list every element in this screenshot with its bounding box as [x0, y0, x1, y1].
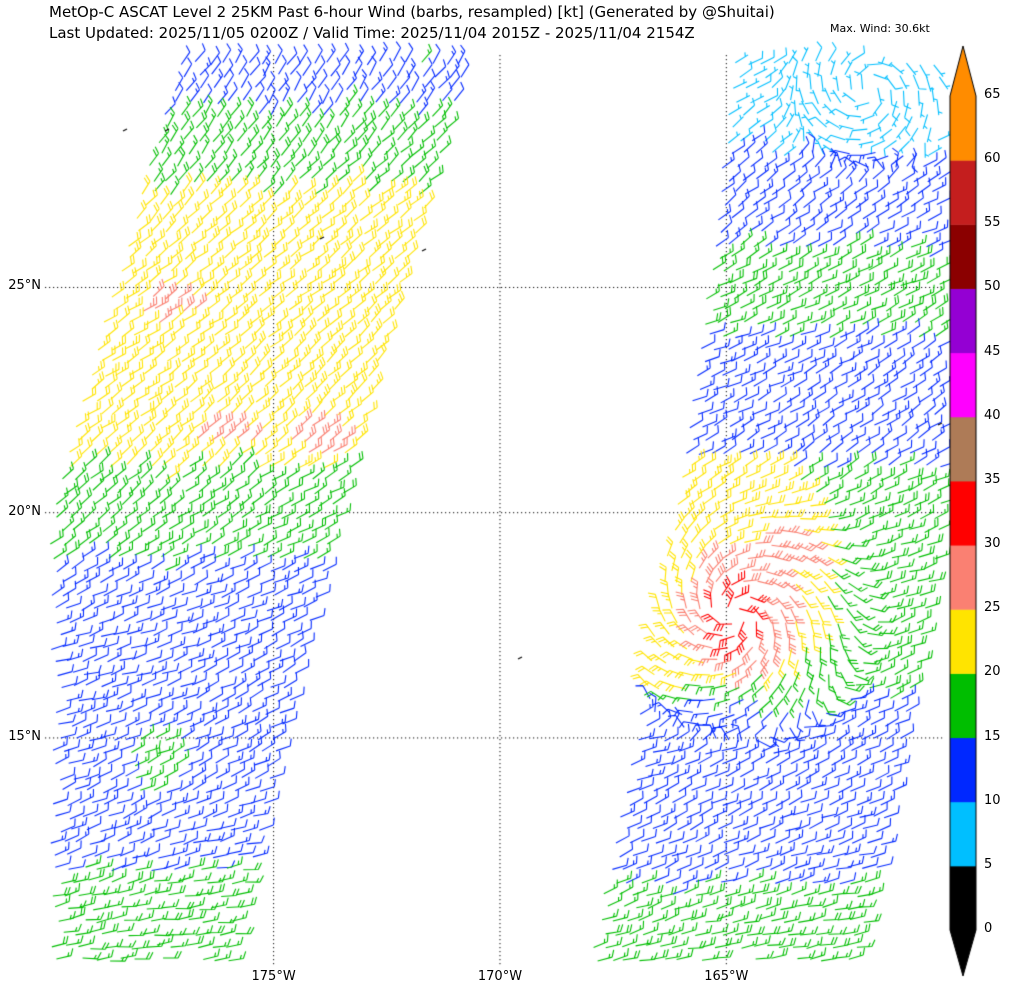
colorbar-tick-label: 5 [984, 856, 993, 872]
colorbar-tick-label: 30 [984, 536, 1001, 552]
colorbar-tick-label: 45 [984, 343, 1001, 359]
colorbar-tick-label: 0 [984, 921, 993, 936]
max-wind-annotation: Max. Wind: 30.6kt [830, 22, 930, 35]
plot-subtitle: Last Updated: 2025/11/05 0200Z / Valid T… [49, 24, 695, 42]
lat-tick-label-20n: 20°N [8, 503, 41, 519]
lon-tick-label-165w: 165°W [704, 969, 749, 984]
colorbar-tick-label: 55 [984, 215, 1001, 231]
lon-tick-label-170w: 170°W [477, 969, 523, 984]
colorbar-tick-label: 50 [984, 279, 1001, 295]
colorbar-tick-label: 20 [984, 664, 1001, 680]
colorbar-tick-label: 15 [984, 728, 1001, 744]
lon-tick-label-175w: 175°W [251, 969, 296, 984]
colorbar-tick-label: 25 [984, 600, 1001, 616]
colorbar-tick-label: 35 [984, 471, 1001, 487]
lat-tick-label-15n: 15°N [8, 728, 41, 744]
colorbar-tick-label: 10 [984, 792, 1001, 808]
plot-title: MetOp-C ASCAT Level 2 25KM Past 6-hour W… [49, 3, 775, 21]
colorbar-tick-label: 40 [984, 407, 1001, 423]
lat-tick-label-25n: 25°N [8, 278, 41, 294]
colorbar-tick-label: 65 [984, 87, 1001, 102]
colorbar-tick-label: 60 [984, 151, 1001, 167]
